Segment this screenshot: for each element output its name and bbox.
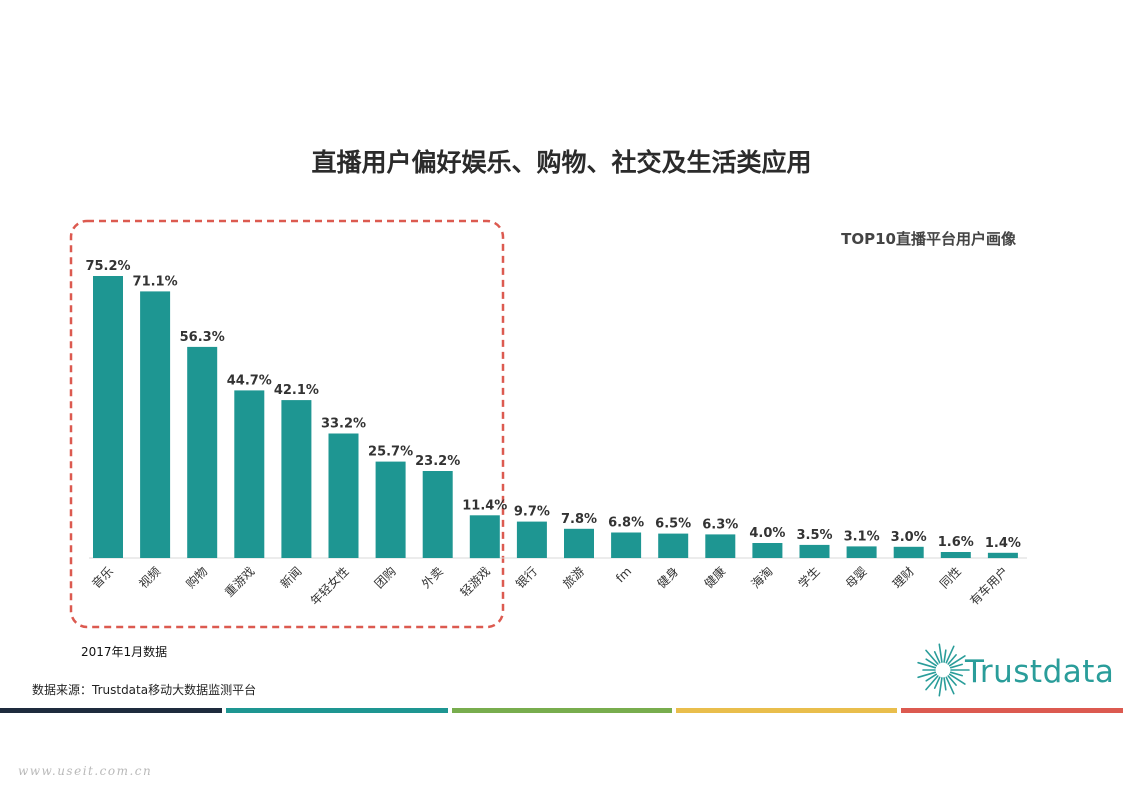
category-label-4: 新闻 [277,564,305,592]
category-label-16: 母婴 [843,564,870,591]
category-label-6: 团购 [371,564,399,592]
category-label-11: fm [613,564,634,585]
watermark: www.useit.com.cn [18,764,153,778]
bar-chart: 75.2%71.1% 56.3% 44.7%42.1% 33.2%25.7%23.2%… [69,219,1027,629]
bar-4 [281,400,312,558]
stripe-5 [901,708,1123,713]
category-label-1: 视频 [136,564,164,592]
bar-18 [940,552,971,558]
value-label-2: 56.3% [180,330,225,345]
bar-0 [93,276,123,558]
color-stripes [0,708,1123,713]
category-label-19: 有车用户 [966,564,1011,609]
bar-17 [893,546,924,559]
value-label-8: 11.4% [462,498,507,513]
value-label-14: 4.0% [749,526,785,541]
value-label-17: 3.0% [891,530,927,545]
value-label-3: 44.7% [227,373,272,388]
category-label-10: 旅游 [560,564,587,591]
stripe-4 [676,708,897,713]
bar-8 [469,515,500,559]
value-label-4: 42.1% [274,383,319,398]
value-label-13: 6.3% [702,517,738,532]
bar-9 [516,521,547,558]
data-date-note: 2017年1月数据 [81,645,168,659]
value-label-12: 6.5% [655,517,691,532]
bar-11 [611,532,642,558]
category-label-9: 银行 [513,564,540,591]
value-label-6: 25.7% [368,445,413,460]
bar-3 [234,390,265,558]
value-label-19: 1.4% [985,536,1021,551]
bar-7 [422,471,453,558]
value-label-15: 3.5% [796,528,832,543]
bar-10 [564,528,594,559]
bar-13 [705,534,736,558]
highlight-box [69,219,505,629]
category-label-3: 重游戏 [222,564,257,599]
category-label-14: 海淘 [748,564,776,592]
logo-text: Trustdata [965,654,1115,690]
stripe-3 [452,708,672,713]
sunburst-icon [917,643,970,697]
value-label-0: 75.2% [85,259,130,274]
category-label-2: 购物 [183,564,211,592]
category-label-13: 健康 [701,564,729,592]
bar-14 [752,543,783,558]
category-label-8: 轻游戏 [458,564,493,599]
value-label-7: 23.2% [415,454,460,469]
category-label-5: 年轻女性 [307,564,352,609]
category-label-18: 同性 [937,564,964,591]
stripe-1 [0,708,222,713]
category-label-0: 音乐 [89,564,117,592]
bar-2 [187,346,218,558]
category-label-12: 健身 [654,564,682,592]
category-label-17: 理财 [890,564,917,591]
stripe-2 [226,708,448,713]
bar-19 [987,552,1018,559]
trustdata-logo: Trustdata [913,636,1115,700]
bar-1 [140,291,171,558]
bar-12 [658,533,689,558]
value-label-1: 71.1% [133,274,178,289]
page-title: 直播用户偏好娱乐、购物、社交及生活类应用 [311,148,812,177]
chart-subtitle: TOP10直播平台用户画像 [841,230,1016,248]
bar-15 [799,544,830,558]
category-label-7: 外卖 [419,564,446,591]
value-label-16: 3.1% [844,529,880,544]
value-label-9: 9.7% [514,505,550,520]
value-label-10: 7.8% [561,512,597,527]
value-label-11: 6.8% [608,516,644,531]
bar-5 [328,433,359,558]
bar-6 [375,461,406,558]
category-label-15: 学生 [795,564,823,592]
data-source: 数据来源：Trustdata移动大数据监测平台 [32,683,257,697]
value-label-5: 33.2% [321,417,366,432]
value-label-18: 1.6% [938,535,974,550]
bar-16 [846,546,877,558]
